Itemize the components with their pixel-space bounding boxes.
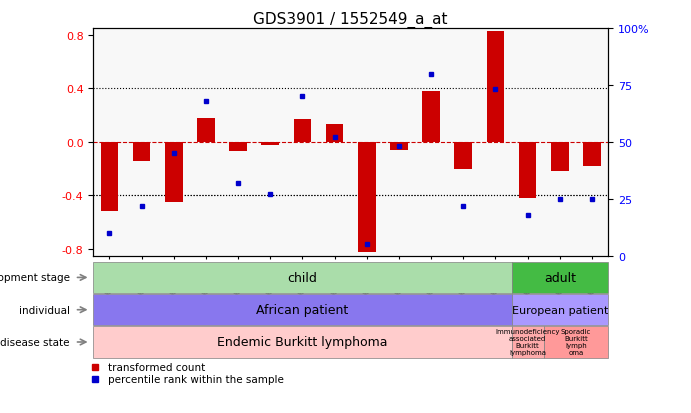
Bar: [551, 142, 569, 172]
Bar: [93, 262, 511, 293]
Bar: [358, 142, 376, 252]
Bar: [511, 327, 544, 358]
Text: child: child: [287, 271, 317, 284]
Bar: [294, 120, 311, 142]
Bar: [486, 31, 504, 142]
Bar: [583, 142, 601, 166]
Text: Endemic Burkitt lymphoma: Endemic Burkitt lymphoma: [217, 336, 388, 349]
Text: Immunodeficiency
associated
Burkitt
lymphoma: Immunodeficiency associated Burkitt lymp…: [495, 329, 560, 356]
Text: adult: adult: [544, 271, 576, 284]
Bar: [100, 142, 118, 212]
Text: development stage: development stage: [0, 273, 70, 283]
Bar: [325, 125, 343, 142]
Text: African patient: African patient: [256, 304, 348, 316]
Bar: [197, 119, 215, 142]
Bar: [455, 142, 472, 169]
Text: European patient: European patient: [511, 305, 608, 315]
Bar: [544, 327, 608, 358]
Text: individual: individual: [19, 305, 70, 315]
Bar: [519, 142, 536, 199]
Bar: [93, 327, 511, 358]
Title: GDS3901 / 1552549_a_at: GDS3901 / 1552549_a_at: [254, 12, 448, 28]
Bar: [511, 294, 608, 325]
Text: Sporadic
Burkitt
lymph
oma: Sporadic Burkitt lymph oma: [560, 329, 591, 356]
Text: percentile rank within the sample: percentile rank within the sample: [108, 375, 284, 385]
Bar: [511, 262, 608, 293]
Text: disease state: disease state: [1, 337, 70, 347]
Bar: [165, 142, 182, 203]
Bar: [133, 142, 151, 161]
Bar: [390, 142, 408, 150]
Bar: [93, 294, 511, 325]
Bar: [261, 142, 279, 145]
Text: transformed count: transformed count: [108, 362, 205, 372]
Bar: [422, 92, 440, 142]
Bar: [229, 142, 247, 152]
